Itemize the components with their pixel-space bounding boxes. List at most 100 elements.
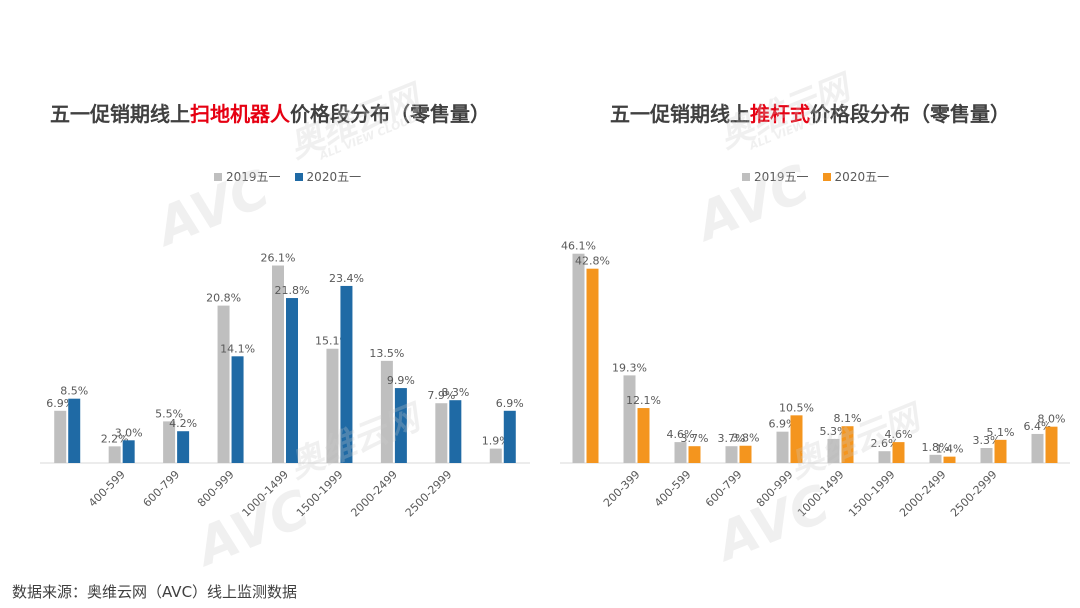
bar-2020 <box>790 415 803 463</box>
data-label: 12.1% <box>626 394 661 407</box>
data-label: 6.4% <box>1024 420 1052 433</box>
bar-2020 <box>637 408 650 463</box>
title-highlight: 扫地机器人 <box>190 102 290 126</box>
bar-2020 <box>177 431 190 463</box>
data-label: 19.3% <box>612 361 647 374</box>
bar-2019 <box>623 375 636 463</box>
data-label: 21.8% <box>275 284 310 297</box>
data-label: 8.1% <box>834 412 862 425</box>
bar-2020 <box>739 445 752 463</box>
x-tick-label: 800-999 <box>754 468 796 510</box>
data-label: 3.3% <box>973 434 1001 447</box>
data-label: 23.4% <box>329 272 364 285</box>
bar-2019 <box>108 446 121 463</box>
bar-2019 <box>163 421 176 463</box>
legend-item-2020: 2020五一 <box>294 168 361 185</box>
chart-title: 五一促销期线上推杆式价格段分布（零售量） <box>610 102 1010 126</box>
bar-2020 <box>286 298 298 463</box>
data-source-note: 数据来源：奥维云网（AVC）线上监测数据 <box>12 583 298 601</box>
bar-chart-robot: 6.9%8.5%2.2%3.0%400-5995.5%4.2%600-79920… <box>40 252 530 520</box>
data-label: 3.8% <box>732 432 760 445</box>
legend-swatch <box>822 172 831 181</box>
chart-panel-robot: 五一促销期线上扫地机器人价格段分布（零售量） 2019五一 2020五一 6.9… <box>0 0 540 560</box>
x-tick-label: 1000-1499 <box>795 468 847 520</box>
x-tick-label: 800-999 <box>195 468 237 510</box>
legend-swatch <box>294 172 303 181</box>
bar-2020 <box>892 442 905 463</box>
data-label: 8.3% <box>441 386 469 399</box>
bar-2020 <box>1045 426 1058 463</box>
data-label: 5.5% <box>155 407 183 420</box>
data-label: 6.9% <box>496 397 524 410</box>
data-label: 2.2% <box>101 432 129 445</box>
bar-2020 <box>68 398 81 463</box>
bar-2019 <box>489 448 502 463</box>
bar-2020 <box>943 456 956 463</box>
legend-swatch <box>214 172 222 181</box>
x-tick-label: 2000-2499 <box>897 468 949 520</box>
bar-2019 <box>54 410 67 463</box>
bar-2019 <box>827 438 840 463</box>
data-label: 1.4% <box>936 443 964 456</box>
legend-item-2020: 2020五一 <box>822 168 889 185</box>
legend-swatch <box>742 172 750 181</box>
data-label: 7.9% <box>427 389 455 402</box>
x-tick-label: 2500-2999 <box>403 468 455 520</box>
bar-2019 <box>572 253 585 463</box>
bar-2020 <box>586 268 599 463</box>
data-label: 3.7% <box>718 432 746 445</box>
bar-2020 <box>841 426 854 463</box>
x-tick-label: 2000-2499 <box>348 468 400 520</box>
bar-2019 <box>980 448 993 463</box>
data-label: 10.5% <box>779 401 814 414</box>
chart-title: 五一促销期线上扫地机器人价格段分布（零售量） <box>50 102 490 126</box>
x-tick-label: 600-799 <box>141 468 183 510</box>
x-tick-label: 200-399 <box>601 468 643 510</box>
chart-panel-stick: 五一促销期线上推杆式价格段分布（零售量） 2019五一 2020五一 46.1%… <box>540 0 1080 560</box>
bar-2020 <box>394 388 407 463</box>
bar-2019 <box>1031 433 1044 463</box>
data-label: 6.9% <box>46 397 74 410</box>
bar-chart-stick: 46.1%42.8%19.3%12.1%200-3994.6%3.7%400-5… <box>560 240 1070 520</box>
bar-2020 <box>994 439 1007 463</box>
bar-2019 <box>674 442 687 463</box>
bar-2020 <box>231 356 244 463</box>
data-label: 9.9% <box>387 374 415 387</box>
data-label: 42.8% <box>575 255 610 268</box>
x-tick-label: 400-599 <box>652 468 694 510</box>
x-tick-label: 1500-1999 <box>294 468 346 520</box>
x-tick-label: 2500-2999 <box>948 468 1000 520</box>
bar-2020 <box>688 446 701 463</box>
bar-2020 <box>449 400 462 463</box>
legend-item-2019: 2019五一 <box>742 168 809 185</box>
data-label: 8.0% <box>1038 413 1066 426</box>
data-label: 3.0% <box>115 426 143 439</box>
x-tick-label: 600-799 <box>703 468 745 510</box>
data-label: 2.6% <box>871 437 899 450</box>
bar-2020 <box>340 285 353 463</box>
data-label: 20.8% <box>206 292 241 305</box>
data-label: 4.2% <box>169 417 197 430</box>
bar-2019 <box>725 446 738 463</box>
data-label: 8.5% <box>60 385 88 398</box>
data-label: 46.1% <box>561 240 596 253</box>
data-label: 4.6% <box>667 428 695 441</box>
x-tick-label: 400-599 <box>86 468 128 510</box>
bar-2019 <box>929 454 942 463</box>
x-tick-label: 1500-1999 <box>846 468 898 520</box>
data-label: 3.7% <box>681 432 709 445</box>
bar-2019 <box>435 403 448 463</box>
data-label: 13.5% <box>369 347 404 360</box>
data-label: 5.1% <box>987 426 1015 439</box>
bar-2019 <box>878 451 891 463</box>
data-label: 1.8% <box>922 441 950 454</box>
chart-legend: 2019五一 2020五一 <box>214 168 361 185</box>
bar-2019 <box>272 265 284 463</box>
data-label: 1.9% <box>482 435 510 448</box>
bar-2019 <box>380 360 393 463</box>
bar-2020 <box>122 440 135 463</box>
data-label: 14.1% <box>220 342 255 355</box>
data-label: 6.9% <box>769 418 797 431</box>
bar-2019 <box>217 305 230 463</box>
chart-legend: 2019五一 2020五一 <box>742 168 889 185</box>
